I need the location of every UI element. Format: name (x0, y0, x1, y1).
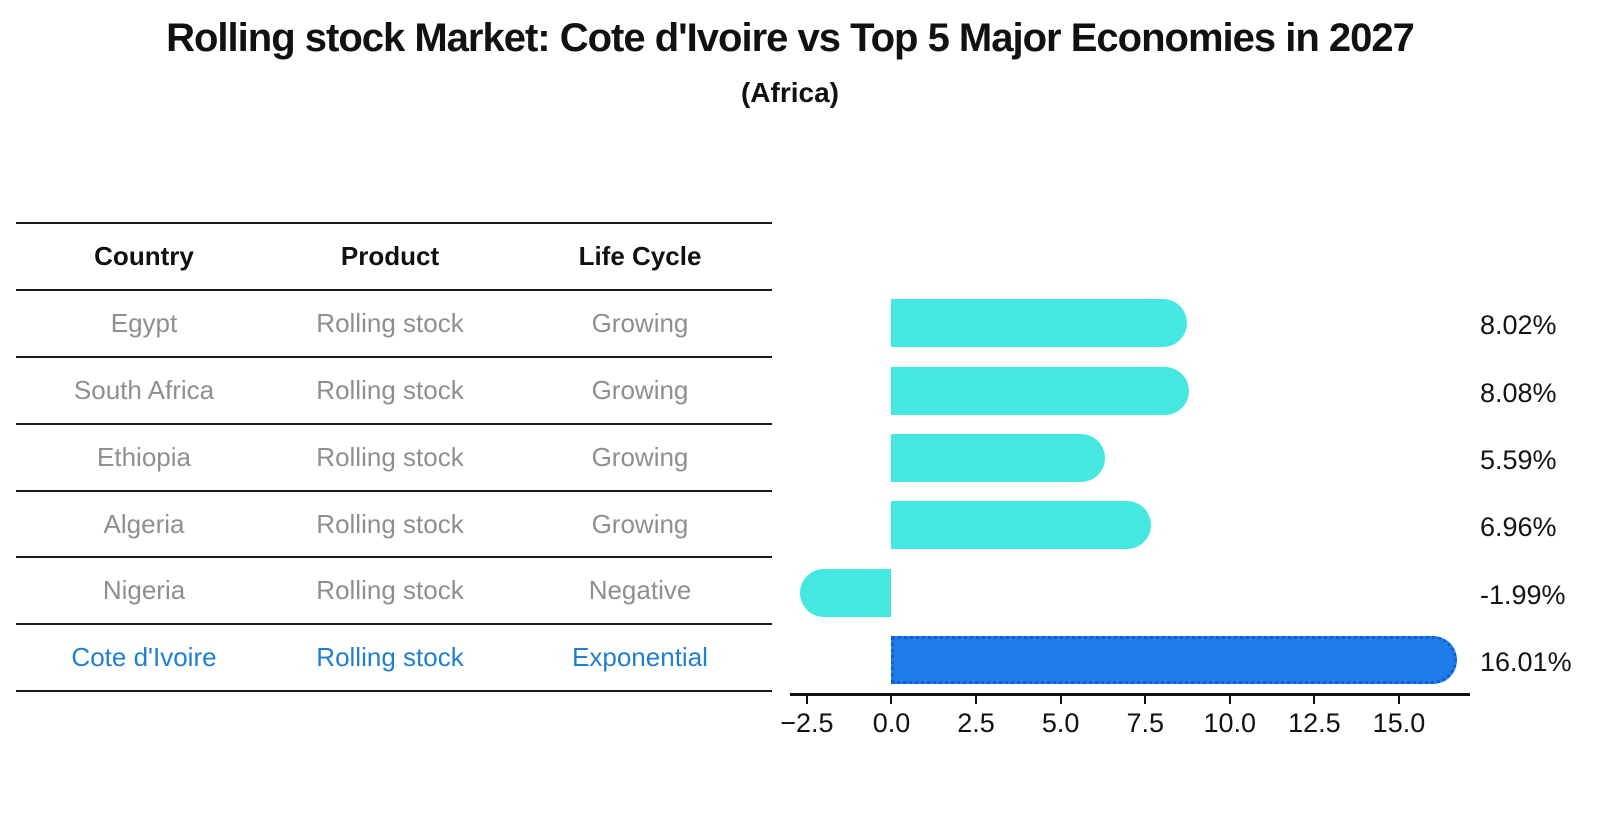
cell-country: Egypt (110, 307, 178, 338)
table-row-ethiopia: Ethiopia Rolling stock Growing (16, 425, 772, 492)
x-axis-tick-label: 15.0 (1372, 708, 1426, 738)
bar-south-africa (891, 366, 1189, 415)
x-axis-tick (975, 695, 978, 704)
value-label-south-africa: 8.08% (1480, 377, 1557, 408)
bar-nigeria (800, 568, 892, 617)
x-axis-tick-label: 12.5 (1288, 708, 1341, 738)
bar-algeria (891, 501, 1151, 550)
table-row-algeria: Algeria Rolling stock Growing (16, 492, 772, 559)
x-axis-tick (1144, 695, 1147, 704)
x-axis-tick (1059, 695, 1062, 704)
chart-title: Rolling stock Market: Cote d'Ivoire vs T… (166, 16, 1415, 60)
table-header-row: Country Product Life Cycle (16, 224, 772, 291)
table-body: Egypt Rolling stock Growing South Africa Rol… (16, 291, 772, 693)
x-axis-tick (1228, 695, 1231, 704)
chart-subtitle: (Africa) (740, 77, 839, 108)
x-axis-tick-label: 5.0 (1041, 708, 1080, 738)
value-label-egypt: 8.02% (1480, 310, 1557, 341)
bar-chart: −2.5 0.0 2.5 5.0 7.5 10.0 12.5 15.0 (780, 222, 1470, 738)
cell-product: Rolling stock (316, 307, 464, 338)
column-header-life-cycle: Life Cycle (578, 240, 702, 271)
value-label-ethiopia: 5.59% (1480, 445, 1557, 475)
cell-product: Rolling stock (316, 508, 464, 539)
x-axis-tick-label: 10.0 (1203, 708, 1257, 738)
bar-egypt (891, 299, 1187, 348)
cell-country: Algeria (103, 508, 185, 539)
cell-life-cycle: Exponential (572, 642, 708, 673)
cell-life-cycle: Growing (591, 441, 689, 472)
x-axis-tick-label: −2.5 (780, 708, 834, 738)
cell-life-cycle: Growing (591, 508, 689, 539)
cell-product: Rolling stock (316, 575, 464, 606)
cell-product: Rolling stock (316, 642, 464, 673)
table-row-cote-d-ivoire: Cote d'Ivoire Rolling stock Exponential (16, 625, 772, 693)
cell-life-cycle: Negative (588, 575, 692, 606)
cell-country: Ethiopia (97, 441, 191, 472)
x-axis-tick (890, 695, 893, 704)
cell-country: Nigeria (102, 575, 186, 606)
bar-ethiopia (891, 434, 1105, 482)
x-axis-tick-label: 7.5 (1126, 708, 1164, 738)
cell-country: Cote d'Ivoire (71, 642, 217, 673)
table-row-nigeria: Nigeria Rolling stock Negative (16, 558, 772, 626)
cell-life-cycle: Growing (591, 374, 689, 405)
value-label-cote-d-ivoire: 16.01% (1480, 647, 1572, 678)
cell-country: South Africa (73, 374, 215, 405)
country-table: Country Product Life Cycle Egypt Rolling … (16, 222, 772, 693)
column-header-product: Product (340, 240, 440, 271)
cell-product: Rolling stock (316, 441, 464, 472)
table-row-south-africa: South Africa Rolling stock Growing (16, 358, 772, 425)
x-axis-tick-label: 0.0 (872, 708, 911, 738)
x-axis-tick-label: 2.5 (957, 708, 995, 738)
value-label-algeria: 6.96% (1480, 512, 1557, 543)
x-axis-tick (1313, 695, 1316, 704)
cell-life-cycle: Growing (591, 307, 689, 338)
column-header-country: Country (94, 240, 194, 271)
bar-cote-d-ivoire (891, 636, 1458, 685)
table-row-egypt: Egypt Rolling stock Growing (16, 291, 772, 358)
x-axis-tick (1397, 695, 1400, 704)
x-axis-line (790, 693, 1470, 696)
value-label-nigeria: -1.99% (1480, 579, 1566, 610)
cell-product: Rolling stock (316, 374, 464, 405)
x-axis-tick (805, 695, 808, 704)
